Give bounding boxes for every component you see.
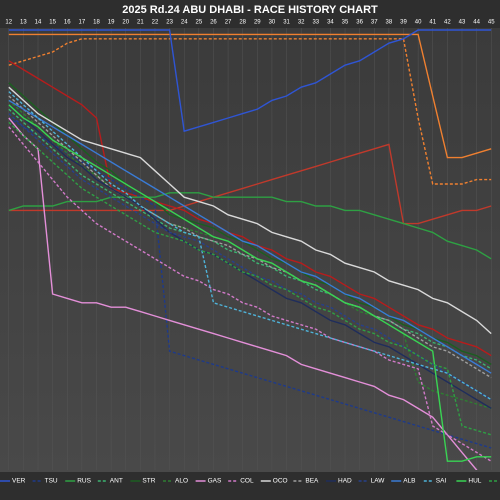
series-line xyxy=(8,104,492,462)
legend-label: VER xyxy=(12,478,26,485)
x-tick-label: 36 xyxy=(356,20,363,26)
x-tick-label: 44 xyxy=(473,20,480,26)
legend-label: OCO xyxy=(273,478,288,485)
x-tick-label: 33 xyxy=(312,20,319,26)
x-tick-label: 43 xyxy=(459,20,466,26)
series-line xyxy=(8,38,492,185)
series-line xyxy=(8,104,492,409)
chart-title: 2025 Rd.24 ABU DHABI - RACE HISTORY CHAR… xyxy=(122,4,378,16)
legend-label: TSU xyxy=(45,478,58,485)
x-tick-label: 21 xyxy=(137,20,144,26)
series-line xyxy=(8,91,492,401)
x-tick-label: 23 xyxy=(166,20,173,26)
x-tick-label: 14 xyxy=(35,20,42,26)
x-tick-label: 25 xyxy=(195,20,202,26)
x-tick-label: 34 xyxy=(327,20,334,26)
x-tick-label: 17 xyxy=(79,20,86,26)
x-tick-label: 12 xyxy=(5,20,12,26)
x-tick-label: 40 xyxy=(415,20,422,26)
legend-band xyxy=(0,472,500,500)
series-line xyxy=(8,82,492,365)
x-tick-label: 22 xyxy=(152,20,159,26)
series-line xyxy=(8,108,492,370)
series-line xyxy=(8,121,492,436)
legend-label: ALO xyxy=(175,478,188,485)
series-line xyxy=(8,60,492,357)
x-tick-label: 41 xyxy=(429,20,436,26)
series-line xyxy=(8,143,492,225)
series-line xyxy=(8,126,492,462)
series-line xyxy=(8,113,492,401)
legend-label: STR xyxy=(142,478,155,485)
legend-label: HAD xyxy=(338,478,352,485)
x-tick-label: 29 xyxy=(254,20,261,26)
x-tick-label: 24 xyxy=(181,20,188,26)
x-tick-label: 37 xyxy=(371,20,378,26)
legend-label: RUS xyxy=(77,478,91,485)
x-tick-label: 26 xyxy=(210,20,217,26)
legend-label: COL xyxy=(240,478,254,485)
legend-label: SAI xyxy=(436,478,447,485)
series-line xyxy=(8,117,478,470)
legend-label: HUL xyxy=(468,478,481,485)
x-tick-label: 19 xyxy=(108,20,115,26)
grid: 12 13 14 15 16 17 18 19 20 21 22 23 24 25 26 27 28 29 30 31… xyxy=(5,20,495,470)
lines xyxy=(8,29,492,470)
header-band xyxy=(0,0,500,28)
x-tick-label: 13 xyxy=(20,20,27,26)
series-line xyxy=(8,86,492,335)
x-tick-label: 45 xyxy=(488,20,495,26)
x-tick-label: 27 xyxy=(225,20,232,26)
x-tick-label: 28 xyxy=(239,20,246,26)
x-tick-label: 16 xyxy=(64,20,71,26)
x-tick-label: 35 xyxy=(342,20,349,26)
x-tick-label: 18 xyxy=(93,20,100,26)
legend-label: BEA xyxy=(305,478,319,485)
legend-label: GAS xyxy=(208,478,222,485)
x-tick-label: 15 xyxy=(49,20,56,26)
legend: VER TSU RUS ANT STR ALO GAS COL OCO BEA HAD LAW ALB S… xyxy=(0,478,499,485)
x-tick-label: 31 xyxy=(283,20,290,26)
legend-label: ANT xyxy=(110,478,123,485)
series-line xyxy=(8,192,492,260)
x-tick-label: 42 xyxy=(444,20,451,26)
x-tick-label: 39 xyxy=(400,20,407,26)
x-tick-label: 30 xyxy=(269,20,276,26)
series-line xyxy=(8,117,492,449)
legend-label: ALB xyxy=(403,478,415,485)
x-tick-label: 20 xyxy=(122,20,129,26)
x-tick-label: 32 xyxy=(298,20,305,26)
x-tick-label: 38 xyxy=(386,20,393,26)
legend-label: LAW xyxy=(371,478,386,485)
series-line xyxy=(8,29,492,133)
series-line xyxy=(8,99,492,374)
